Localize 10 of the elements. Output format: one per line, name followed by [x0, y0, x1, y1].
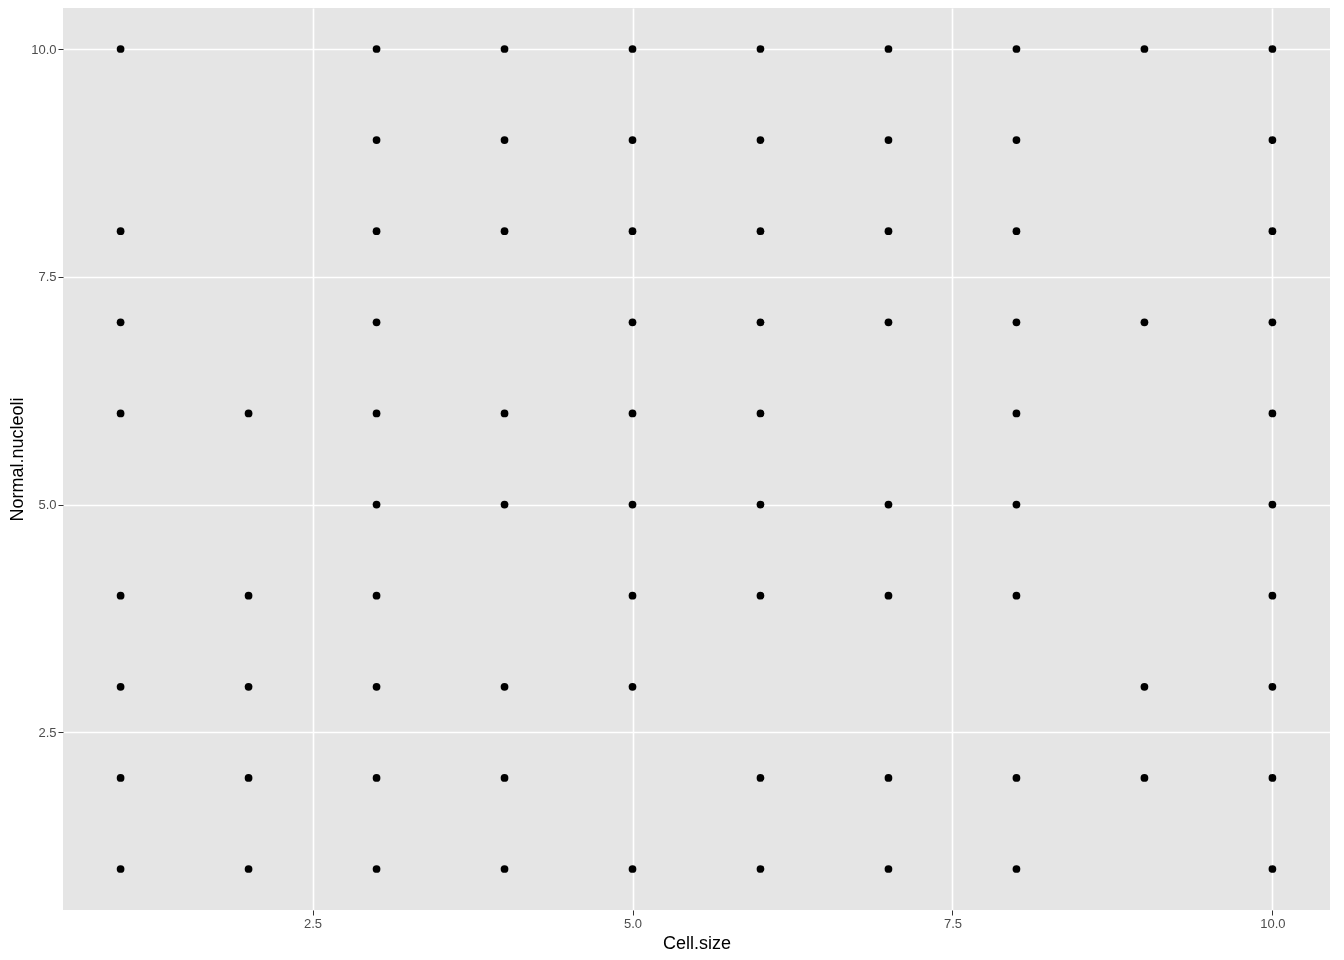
y-tick-label: 2.5 [38, 724, 57, 740]
x-tick-label: 5.0 [623, 915, 643, 931]
x-tick-label: 10.0 [1260, 915, 1286, 931]
y-axis-title: Normal.nucleoli [7, 397, 28, 522]
x-tick-label: 2.5 [304, 915, 323, 931]
x-axis-title: Cell.size [662, 932, 732, 953]
y-tick-label: 7.5 [38, 269, 57, 285]
y-tick-label: 10.0 [31, 41, 57, 57]
x-tick-label: 7.5 [943, 915, 962, 931]
y-tick-label: 5.0 [38, 497, 57, 513]
